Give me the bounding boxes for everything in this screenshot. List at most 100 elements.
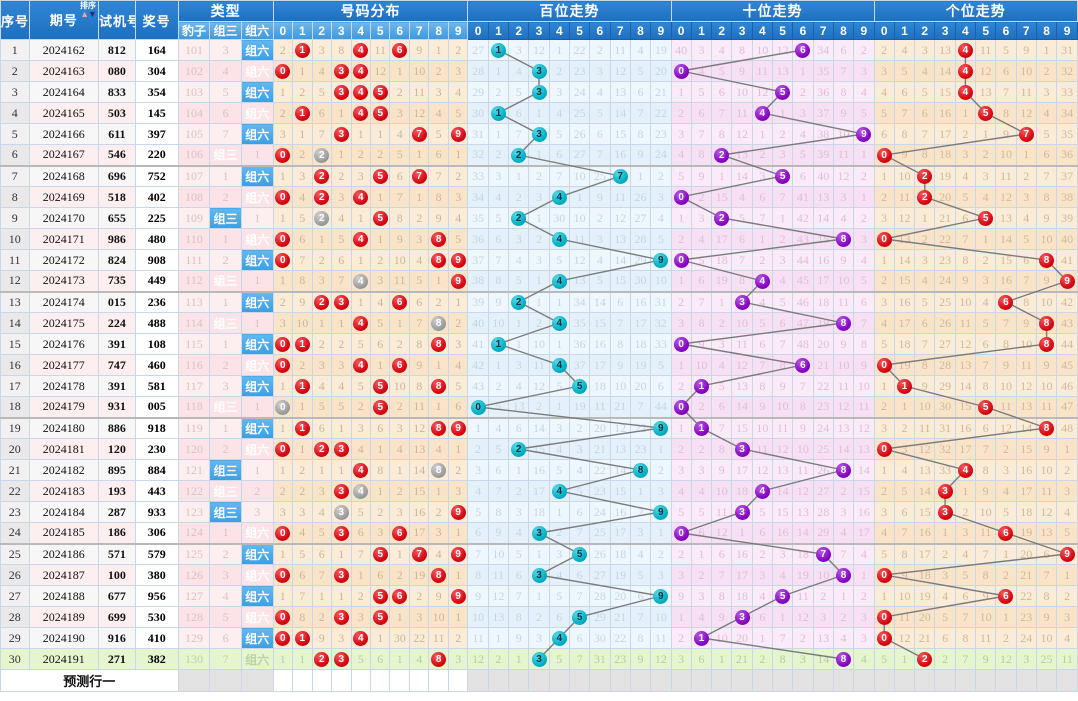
prediction-trend-cell-2-5[interactable]: [975, 669, 997, 692]
row-issue[interactable]: 2024164: [28, 81, 100, 103]
row-issue[interactable]: 2024176: [28, 333, 100, 355]
header-t2-col-0[interactable]: 0: [670, 21, 692, 40]
header-t3-col-7[interactable]: 7: [1015, 21, 1037, 40]
header-type-1[interactable]: 组三: [209, 21, 242, 40]
header-t1-col-2[interactable]: 2: [508, 21, 530, 40]
header-t3-col-1[interactable]: 1: [893, 21, 916, 40]
row-issue[interactable]: 2024165: [28, 102, 100, 124]
prediction-trend-cell-0-5[interactable]: [568, 669, 591, 692]
header-nd-col-3[interactable]: 3: [331, 21, 352, 40]
table-row[interactable]: 2 2024163 080 304 102 4 组六 0 1 4 3 4 12 1 10 2 3 28 1 4 3 2 23…: [0, 60, 1078, 82]
prediction-nd-cell-9[interactable]: [447, 669, 469, 692]
row-issue[interactable]: 2024188: [28, 585, 100, 607]
prediction-trend-cell-1-0[interactable]: [670, 669, 692, 692]
prediction-trend-cell-0-6[interactable]: [589, 669, 611, 692]
header-t1-col-4[interactable]: 4: [548, 21, 570, 40]
table-row[interactable]: 23 2024184 287 933 123 组三 3 3 3 4 3 5 2 3 16 2 9 5 8 3 18 1 6 2…: [0, 501, 1078, 523]
prediction-trend-cell-2-0[interactable]: [873, 669, 895, 692]
table-row[interactable]: 29 2024190 916 410 129 6 组六 0 1 9 3 4 1 30 22 11 2 11 1 9 3 4…: [0, 627, 1078, 649]
table-row[interactable]: 30 2024191 271 382 130 7 组六 1 1 2 3 5 6 1 4 8 3 12 2 1 3 5 7 31…: [0, 648, 1078, 670]
sort-asc-icon[interactable]: ▲: [80, 9, 89, 19]
prediction-trend-cell-2-2[interactable]: [914, 669, 936, 692]
header-t2-col-8[interactable]: 8: [832, 21, 855, 40]
prediction-trend-cell-1-3[interactable]: [731, 669, 753, 692]
header-t1-col-3[interactable]: 3: [528, 21, 550, 40]
prediction-trend-cell-1-5[interactable]: [771, 669, 794, 692]
table-row[interactable]: 27 2024188 677 956 127 4 组六 1 7 1 1 2 5 6 2 9 9 9 12 7 1 5 7 28…: [0, 585, 1078, 607]
header-issue[interactable]: 期号 排序 ▲▼: [28, 0, 100, 40]
table-row[interactable]: 25 2024186 571 579 125 2 组六 1 5 6 1 7 5 1 7 4 9 7 10 5 1 3 5 26…: [0, 542, 1078, 565]
prediction-nd-cell-4[interactable]: [350, 669, 371, 692]
table-row[interactable]: 14 2024175 224 488 114 组三 1 3 10 1 1 4 5 1 7 8 2 40 10 1 2 4 3…: [0, 312, 1078, 334]
row-issue[interactable]: 2024166: [28, 123, 100, 145]
header-t3-col-9[interactable]: 9: [1056, 21, 1078, 40]
prediction-trend-cell-0-9[interactable]: [650, 669, 672, 692]
row-issue[interactable]: 2024173: [28, 270, 100, 292]
prediction-type-cell-1[interactable]: [209, 669, 242, 692]
row-issue[interactable]: 2024167: [28, 144, 100, 166]
prediction-nd-cell-2[interactable]: [311, 669, 333, 692]
prediction-nd-cell-7[interactable]: [408, 669, 430, 692]
table-row[interactable]: 16 2024177 747 460 116 2 组六 0 2 3 3 4 1 6 9 1 4 42 1 3 11 4 37…: [0, 354, 1078, 376]
header-nd-col-8[interactable]: 8: [428, 21, 449, 40]
header-nd-col-2[interactable]: 2: [311, 21, 333, 40]
header-type-2[interactable]: 组六: [240, 21, 274, 40]
row-issue[interactable]: 2024180: [28, 416, 100, 439]
header-type-0[interactable]: 豹子: [177, 21, 211, 40]
header-prize-number[interactable]: 奖号: [134, 0, 179, 40]
row-issue[interactable]: 2024182: [28, 459, 100, 481]
header-nd-col-7[interactable]: 7: [408, 21, 430, 40]
prediction-trend-cell-2-8[interactable]: [1035, 669, 1058, 692]
prediction-nd-cell-0[interactable]: [272, 669, 294, 692]
prediction-trend-cell-1-8[interactable]: [832, 669, 855, 692]
table-row[interactable]: 13 2024174 015 236 113 1 组六 2 9 2 3 1 4 6 6 2 1 39 9 2 1 1 34 1…: [0, 290, 1078, 313]
table-row[interactable]: 1 2024162 812 164 101 3 组六 2 1 3 8 4 11 6 9 1 2 27 1 3 12 1 22…: [0, 39, 1078, 61]
row-issue[interactable]: 2024186: [28, 542, 100, 565]
prediction-trend-cell-0-0[interactable]: [467, 669, 489, 692]
header-t2-col-6[interactable]: 6: [792, 21, 814, 40]
header-t3-col-5[interactable]: 5: [975, 21, 997, 40]
header-t2-col-1[interactable]: 1: [690, 21, 713, 40]
prediction-trend-cell-1-2[interactable]: [711, 669, 733, 692]
prediction-trend-cell-0-1[interactable]: [487, 669, 510, 692]
prediction-trend-cell-1-1[interactable]: [690, 669, 713, 692]
header-t1-col-9[interactable]: 9: [650, 21, 672, 40]
row-issue[interactable]: 2024171: [28, 228, 100, 250]
prediction-trend-cell-2-7[interactable]: [1015, 669, 1037, 692]
table-row[interactable]: 5 2024166 611 397 105 7 组六 3 1 7 3 1 1 4 7 5 9 31 1 7 3 5 26 6 1…: [0, 123, 1078, 145]
row-issue[interactable]: 2024187: [28, 564, 100, 586]
prediction-nd-cell-6[interactable]: [389, 669, 410, 692]
prediction-trend-cell-2-4[interactable]: [954, 669, 977, 692]
row-issue[interactable]: 2024177: [28, 354, 100, 376]
prediction-trend-cell-0-3[interactable]: [528, 669, 550, 692]
row-issue[interactable]: 2024185: [28, 522, 100, 544]
table-row[interactable]: 15 2024176 391 108 115 1 组六 0 1 2 2 5 6 2 8 8 3 41 1 1 10 1 36…: [0, 333, 1078, 355]
row-issue[interactable]: 2024170: [28, 207, 100, 229]
table-row[interactable]: 11 2024172 824 908 111 2 组六 0 7 2 6 1 2 10 4 8 9 37 7 4 3 5 12…: [0, 249, 1078, 271]
table-row[interactable]: 3 2024164 833 354 103 5 组六 1 2 5 3 4 5 2 11 3 4 29 2 5 3 3 24 4…: [0, 81, 1078, 103]
row-issue[interactable]: 2024163: [28, 60, 100, 82]
prediction-type-cell-2[interactable]: [240, 669, 274, 692]
table-row[interactable]: 26 2024187 100 380 126 3 组六 0 6 7 3 1 6 2 19 8 1 8 11 6 3 4 6 2…: [0, 564, 1078, 586]
prediction-trend-cell-1-6[interactable]: [792, 669, 814, 692]
row-issue[interactable]: 2024181: [28, 438, 100, 460]
table-row[interactable]: 7 2024168 696 752 107 1 组六 1 3 2 2 3 5 6 7 7 2 33 3 1 2 7 10 25…: [0, 164, 1078, 187]
header-nd-col-6[interactable]: 6: [389, 21, 410, 40]
header-t3-col-6[interactable]: 6: [995, 21, 1017, 40]
table-row[interactable]: 21 2024182 895 884 121 组三 1 1 2 1 1 4 8 1 14 8 2 3 6 1 16 5 4 2…: [0, 459, 1078, 481]
header-t2-col-3[interactable]: 3: [731, 21, 753, 40]
prediction-nd-cell-3[interactable]: [331, 669, 352, 692]
header-t1-col-0[interactable]: 0: [467, 21, 489, 40]
table-row[interactable]: 9 2024170 655 225 109 组三 1 1 5 2 4 1 5 8 2 9 4 35 5 2 1 30 10 2…: [0, 207, 1078, 229]
table-row[interactable]: 22 2024183 193 443 122 组三 2 2 2 3 3 4 1 2 15 1 3 4 7 2 17 4 5 2…: [0, 480, 1078, 502]
header-t2-col-7[interactable]: 7: [812, 21, 834, 40]
row-issue[interactable]: 2024178: [28, 375, 100, 397]
prediction-trend-cell-0-2[interactable]: [508, 669, 530, 692]
sort-arrows[interactable]: ▲▼: [80, 9, 97, 19]
prediction-trend-cell-2-3[interactable]: [934, 669, 956, 692]
table-row[interactable]: 19 2024180 886 918 119 1 组六 1 1 6 1 3 6 3 12 8 9 1 4 6 14 3 2 2…: [0, 416, 1078, 439]
header-t1-col-1[interactable]: 1: [487, 21, 510, 40]
header-t3-col-8[interactable]: 8: [1035, 21, 1058, 40]
prediction-trend-cell-1-7[interactable]: [812, 669, 834, 692]
header-nd-col-0[interactable]: 0: [272, 21, 294, 40]
